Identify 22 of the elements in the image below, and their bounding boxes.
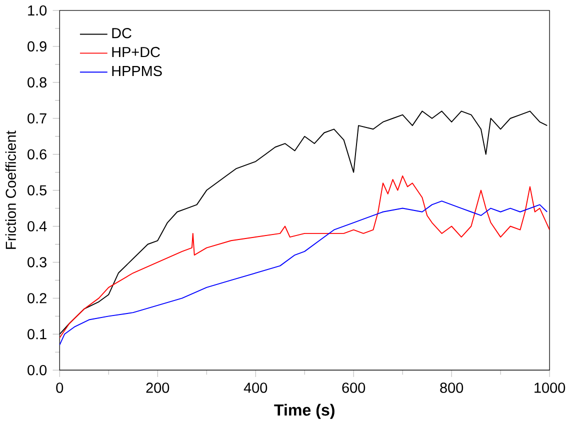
legend-label: HPPMS xyxy=(112,66,162,76)
y-tick-label: 1.0 xyxy=(28,5,47,16)
legend-label: HP+DC xyxy=(112,46,160,58)
y-tick-label: 0.7 xyxy=(28,113,46,124)
x-tick-label: 200 xyxy=(146,382,170,393)
y-tick-label: 0.3 xyxy=(28,256,46,268)
y-tick-label: 0.5 xyxy=(28,185,46,196)
x-tick-label: 1000 xyxy=(534,382,566,393)
y-tick-label: 0.0 xyxy=(28,364,47,376)
y-tick-label: 0.9 xyxy=(28,41,46,52)
x-tick-label: 800 xyxy=(440,382,464,393)
x-axis-title: Time (s) xyxy=(274,404,334,419)
x-tick-label: 600 xyxy=(342,382,366,393)
y-tick-label: 0.6 xyxy=(28,149,46,160)
x-tick-label: 400 xyxy=(244,382,268,393)
y-tick-label: 0.2 xyxy=(28,292,46,304)
y-axis-title: Friction Coefficient xyxy=(5,130,16,249)
x-tick-label: 0 xyxy=(56,382,64,393)
legend-label: DC xyxy=(112,28,132,38)
y-tick-label: 0.1 xyxy=(28,328,46,340)
y-tick-label: 0.4 xyxy=(28,221,47,232)
y-tick-label: 0.8 xyxy=(28,77,46,88)
